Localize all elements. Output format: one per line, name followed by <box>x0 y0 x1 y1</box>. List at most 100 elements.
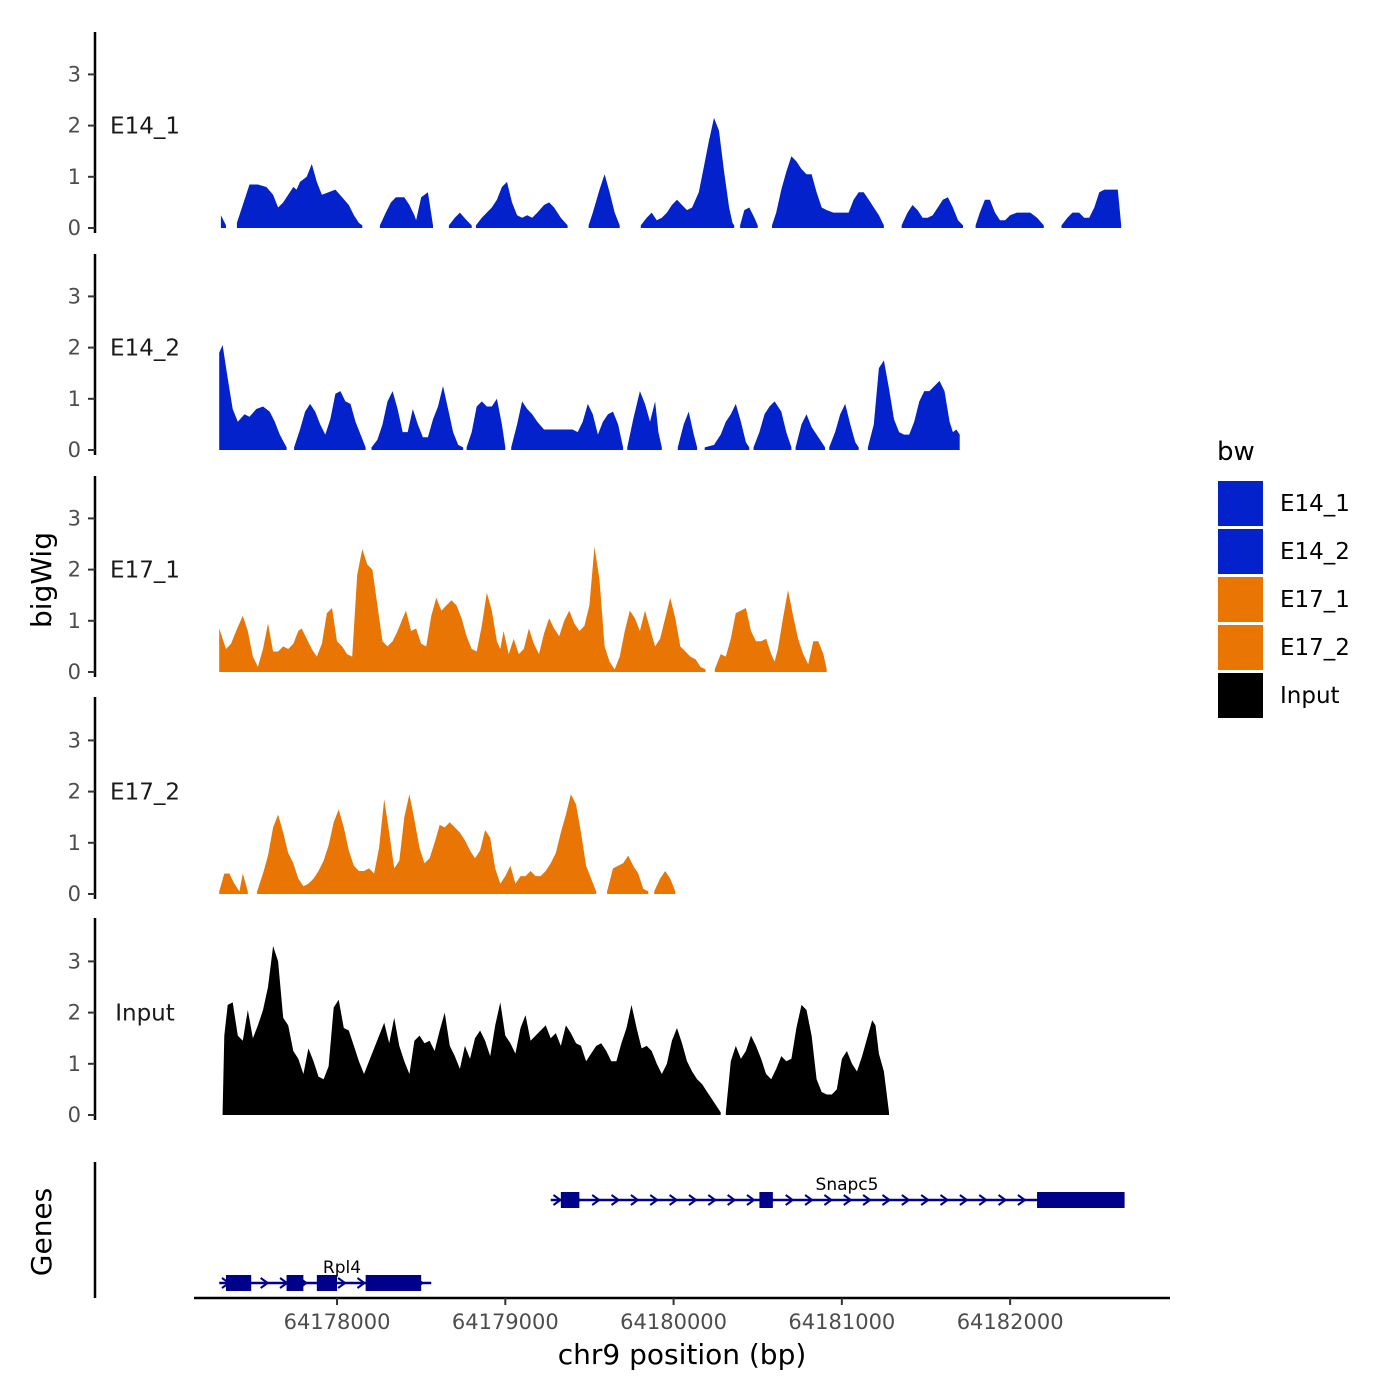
y-tick-label: 0 <box>68 1103 81 1127</box>
legend-key-e14-2 <box>1218 529 1263 574</box>
gene-snapc5: Snapc5 <box>550 1175 1125 1208</box>
strand-arrow <box>260 1277 270 1289</box>
coverage-area <box>257 794 597 894</box>
y-tick-label: 0 <box>68 660 81 684</box>
coverage-area <box>219 873 248 894</box>
strand-arrow <box>785 1194 795 1206</box>
exon-block <box>365 1275 422 1291</box>
x-tick-label: 64179000 <box>452 1310 559 1334</box>
legend-label: E17_1 <box>1280 587 1350 613</box>
y-tick-label: 1 <box>68 165 81 189</box>
strand-arrow <box>746 1194 756 1206</box>
x-tick-label: 64182000 <box>957 1310 1064 1334</box>
exon-block <box>560 1192 580 1208</box>
coverage-area <box>222 946 721 1115</box>
legend-title: bw <box>1217 437 1255 467</box>
coverage-area <box>236 164 363 228</box>
x-axis: 64178000 64179000 64180000 64181000 64182000 <box>194 1296 1170 1334</box>
genes-axis-title: Genes <box>25 1188 58 1276</box>
strand-arrow <box>843 1194 853 1206</box>
coverage-area <box>640 117 735 228</box>
y-tick-label: 0 <box>68 882 81 906</box>
y-tick-label: 2 <box>68 336 81 360</box>
strand-arrow <box>591 1194 601 1206</box>
gene-label: Snapc5 <box>816 1175 879 1195</box>
coverage-area <box>753 401 792 450</box>
y-tick-label: 1 <box>68 387 81 411</box>
exon-block <box>225 1275 252 1291</box>
x-tick-label: 64178000 <box>284 1310 391 1334</box>
track-label: E14_1 <box>110 113 180 139</box>
track-e14-2: 0 1 2 3 E14_2 <box>68 254 960 462</box>
y-tick-label: 2 <box>68 114 81 138</box>
coverage-area <box>219 345 287 450</box>
y-axis-title: bigWig <box>25 532 58 628</box>
track-label: E17_1 <box>110 557 180 583</box>
track-label: E17_2 <box>110 779 180 805</box>
x-tick-label: 64180000 <box>620 1310 727 1334</box>
track-input: 0 1 2 3 Input <box>68 918 889 1127</box>
coverage-area <box>511 401 624 450</box>
coverage-area <box>704 403 750 450</box>
signal-tracks: 0 1 2 3 E14_1 0 1 2 3 E14_2 0 1 2 3 E17_1 0 1 2 3 E17_2 0 1 2 3… <box>68 32 1122 1127</box>
track-label: Input <box>115 1000 175 1026</box>
genes-panel: Snapc5 Rpl4 <box>93 1162 1125 1298</box>
coverage-area <box>795 414 825 450</box>
y-tick-label: 0 <box>68 438 81 462</box>
coverage-area <box>654 871 676 894</box>
y-tick-label: 1 <box>68 1052 81 1076</box>
legend-label: E17_2 <box>1280 635 1350 661</box>
strand-arrow <box>688 1194 698 1206</box>
legend-label: E14_2 <box>1280 539 1350 565</box>
legend-label: E14_1 <box>1280 491 1350 517</box>
x-axis-title: chr9 position (bp) <box>558 1338 807 1371</box>
coverage-area <box>829 403 859 450</box>
y-tick-label: 3 <box>68 728 81 752</box>
legend-key-e17-1 <box>1218 577 1263 622</box>
coverage-area <box>725 1004 889 1115</box>
strand-arrow <box>959 1194 969 1206</box>
exon-block <box>286 1275 304 1291</box>
legend-key-e14-1 <box>1218 481 1263 526</box>
coverage-area <box>714 590 827 672</box>
coverage-area <box>1061 189 1122 228</box>
strand-arrow <box>610 1194 621 1206</box>
y-tick-label: 3 <box>68 62 81 86</box>
track-e17-1: 0 1 2 3 E17_1 <box>68 476 827 684</box>
track-e14-1: 0 1 2 3 E14_1 <box>68 32 1122 240</box>
strand-arrow <box>997 1194 1008 1206</box>
strand-arrow <box>337 1277 347 1289</box>
strand-arrow <box>823 1194 834 1206</box>
coverage-area <box>677 411 698 450</box>
strand-arrow <box>727 1194 737 1206</box>
coverage-area <box>901 197 963 228</box>
strand-arrow <box>707 1194 718 1206</box>
coverage-area <box>772 156 884 228</box>
strand-arrow <box>804 1194 814 1206</box>
strand-arrow <box>356 1277 367 1289</box>
strand-arrow <box>552 1194 563 1206</box>
exon-block <box>759 1192 773 1208</box>
strand-arrow <box>669 1194 679 1206</box>
gene-rpl4: Rpl4 <box>219 1258 432 1291</box>
strand-arrow <box>920 1194 930 1206</box>
gene-label: Rpl4 <box>323 1258 361 1278</box>
y-tick-label: 2 <box>68 1001 81 1025</box>
coverage-area <box>220 215 226 228</box>
strand-arrow <box>881 1194 892 1206</box>
y-tick-label: 1 <box>68 609 81 633</box>
strand-arrow <box>939 1194 950 1206</box>
y-tick-label: 3 <box>68 506 81 530</box>
coverage-area <box>867 360 960 450</box>
coverage-area <box>379 192 433 228</box>
track-e17-2: 0 1 2 3 E17_2 <box>68 697 676 906</box>
coverage-area <box>740 207 758 228</box>
coverage-area <box>219 546 706 672</box>
y-tick-label: 2 <box>68 780 81 804</box>
coverage-area <box>607 855 649 894</box>
legend-key-e17-2 <box>1218 625 1263 670</box>
legend: bw E14_1 E14_2 E17_1 E17_2 Input <box>1217 437 1350 718</box>
coverage-area <box>627 391 662 450</box>
coverage-area <box>448 212 472 228</box>
